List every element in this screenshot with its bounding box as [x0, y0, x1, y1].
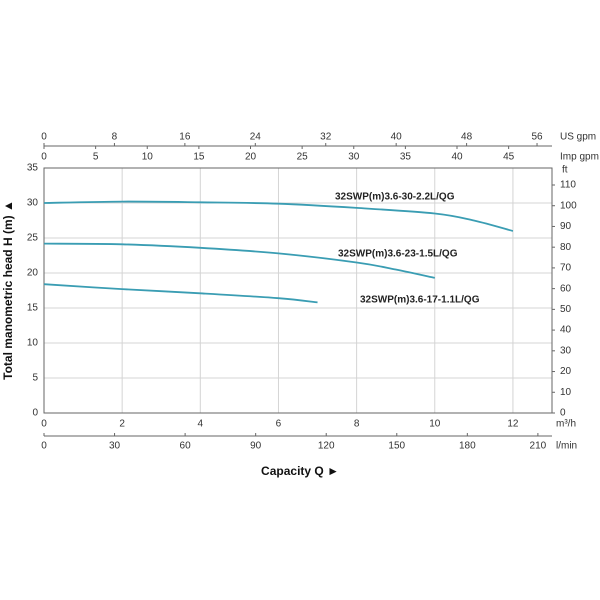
top-tick-label: 24	[250, 132, 262, 143]
curve-label: 32SWP(m)3.6-23-1.5L/QG	[338, 249, 458, 260]
y-tick-label: 15	[27, 303, 39, 314]
top-tick-label: 40	[391, 132, 403, 143]
top-tick-label: 16	[179, 132, 191, 143]
top-tick-label: 48	[461, 132, 473, 143]
right-tick-label: 90	[560, 221, 572, 232]
right-tick-label: 40	[560, 325, 572, 336]
curve-label: 32SWP(m)3.6-30-2.2L/QG	[335, 192, 455, 203]
top-tick-label: 0	[41, 132, 47, 143]
top-2-tick-label: 40	[451, 152, 463, 163]
curve	[43, 200, 514, 232]
x-tick-label: 4	[198, 419, 204, 430]
bottom-tick-label: 60	[180, 441, 192, 452]
y-axis-label: Total manometric head H (m) ▲	[1, 200, 15, 380]
top-2-tick-label: 35	[400, 152, 412, 163]
top-tick-label: 56	[531, 132, 543, 143]
plot-frame	[43, 167, 553, 414]
top-2-tick-label: 15	[193, 152, 205, 163]
right-tick-label: 60	[560, 283, 572, 294]
x-unit: m³/h	[556, 419, 576, 430]
right-tick-label: 10	[560, 387, 572, 398]
bottom-tick-label: 150	[388, 441, 405, 452]
x-tick-label: 6	[276, 419, 282, 430]
y-tick-label: 10	[27, 338, 39, 349]
top-2-unit: Imp gpm	[560, 152, 599, 163]
right-tick-label: 100	[560, 200, 577, 211]
y-tick-label: 35	[27, 163, 39, 174]
top-2-tick-label: 0	[41, 152, 47, 163]
curve	[43, 242, 435, 279]
right-tick-label: 110	[560, 180, 576, 191]
y-tick-label: 30	[27, 198, 39, 209]
x-axis-label: Capacity Q ►	[261, 464, 339, 478]
x-tick-label: 10	[429, 419, 441, 430]
top-2-tick-label: 25	[297, 152, 309, 163]
top-2-tick-label: 30	[348, 152, 360, 163]
right-tick-label: 0	[560, 408, 566, 419]
right-tick-label: 30	[560, 345, 572, 356]
top-2-tick-label: 20	[245, 152, 257, 163]
x-tick-label: 12	[507, 419, 519, 430]
top-tick-label: 32	[320, 132, 332, 143]
curve-label: 32SWP(m)3.6-17-1.1L/QG	[360, 295, 480, 306]
right-unit: ft	[562, 165, 568, 176]
x-tick-label: 0	[41, 419, 47, 430]
bottom-tick-label: 180	[459, 441, 476, 452]
curve	[43, 283, 318, 304]
x-tick-label: 2	[119, 419, 125, 430]
top-unit: US gpm	[560, 132, 596, 143]
bottom-tick-label: 90	[250, 441, 262, 452]
bottom-tick-label: 0	[41, 441, 47, 452]
right-tick-label: 20	[560, 366, 572, 377]
y-tick-label: 0	[32, 408, 38, 419]
top-tick-label: 8	[112, 132, 118, 143]
right-tick-label: 70	[560, 263, 572, 274]
right-tick-label: 50	[560, 304, 572, 315]
bottom-unit: l/min	[556, 441, 577, 452]
x-tick-label: 8	[354, 419, 360, 430]
right-tick-label: 80	[560, 242, 572, 253]
bottom-tick-label: 210	[530, 441, 547, 452]
top-2-tick-label: 45	[503, 152, 515, 163]
top-2-tick-label: 10	[142, 152, 154, 163]
y-tick-label: 20	[27, 268, 39, 279]
bottom-tick-label: 120	[318, 441, 335, 452]
bottom-tick-label: 30	[109, 441, 121, 452]
y-tick-label: 5	[32, 373, 38, 384]
top-2-tick-label: 5	[93, 152, 99, 163]
y-tick-label: 25	[27, 233, 39, 244]
